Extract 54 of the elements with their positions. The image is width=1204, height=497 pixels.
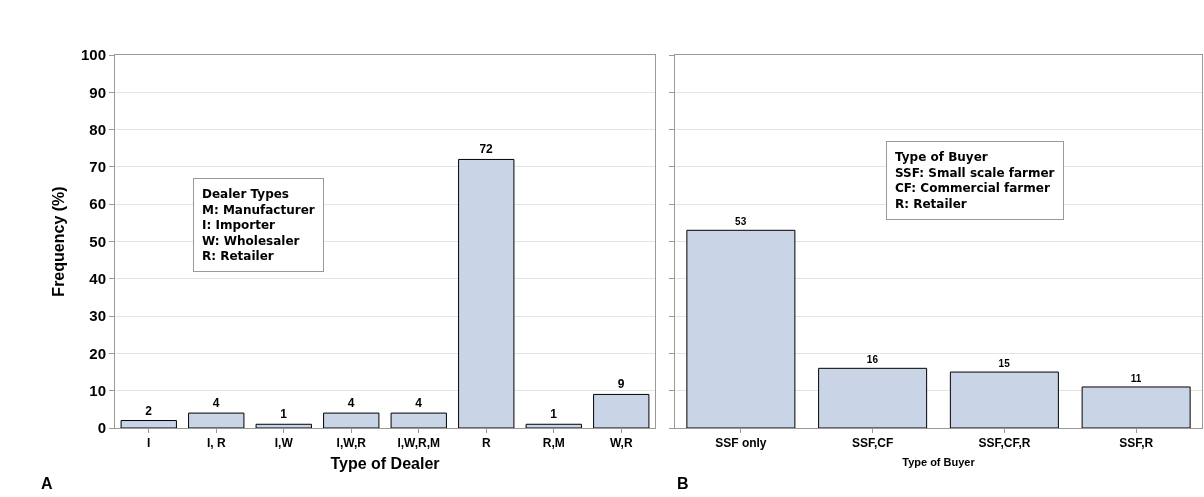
x-axis-title: Type of Buyer [902,455,976,468]
bar [458,158,515,428]
x-tick-label: SSF only [715,436,767,451]
x-tick-label: R [481,436,491,451]
y-tick-label: 60 [89,195,106,213]
data-label: 4 [212,396,220,411]
bar [188,412,245,428]
y-tick-label: 40 [89,270,106,288]
x-axis-title: Type of Dealer [330,455,440,473]
bar [949,371,1059,428]
y-tick-label: 10 [89,381,106,399]
bar [686,229,796,428]
x-tick-label: I,W,R,M [397,436,441,451]
y-axis-title: Frequency (%) [49,186,67,297]
data-label: 1 [280,407,288,422]
x-tick-label: I, R [206,436,226,451]
annotation: Dealer Types M: Manufacturer I: Importer W: Wholesaler R: Retailer [202,187,315,264]
bar [593,393,650,428]
x-tick-label: I,W,R [336,436,367,451]
bar [818,367,928,428]
data-label: 11 [1130,372,1142,384]
y-tick-label: 70 [89,158,106,176]
bar [323,412,380,428]
data-label: 4 [347,396,355,411]
y-tick-label: 50 [89,232,106,250]
text: A [41,475,53,492]
y-tick-label: 90 [89,83,106,101]
data-label: 53 [735,216,747,228]
data-label: 1 [550,407,558,422]
y-tick-label: 20 [89,344,106,362]
bar [255,423,312,428]
y-tick-label: 100 [80,46,106,64]
x-tick-label: R,M [542,436,565,451]
y-tick-label: 0 [97,419,106,437]
x-tick-label: W,R [609,436,633,451]
bar [525,423,582,428]
bar [1081,386,1191,428]
annotation: Type of Buyer SSF: Small scale farmer CF: Commercial farmer R: Retailer [895,150,1055,211]
x-tick-label: SSF,CF [851,436,894,451]
y-tick-label: 80 [89,120,106,138]
x-tick-label: SSF,CF,R [978,436,1031,451]
data-label: 9 [617,377,625,392]
data-label: 2 [145,403,153,418]
data-label: 15 [998,358,1011,370]
bar [120,420,177,428]
data-label: 72 [479,142,494,157]
text: B [677,475,689,492]
x-tick-label: SSF,R [1119,436,1154,451]
x-tick-label: I [147,436,151,451]
data-label: 4 [415,396,423,411]
y-tick-label: 30 [89,307,106,325]
bar [390,412,447,428]
x-tick-label: I,W [274,436,294,451]
data-label: 16 [866,354,879,366]
